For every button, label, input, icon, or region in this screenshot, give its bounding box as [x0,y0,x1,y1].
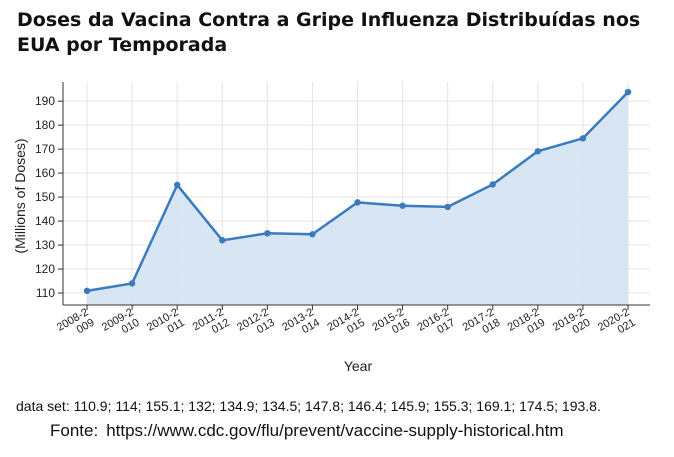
y-tick-label: 120 [35,262,55,276]
line-chart: 110 120 130 140 150 160 170 180 190 2008-2009 200… [12,82,650,374]
x-tick-label: 2012-2013 [235,306,277,344]
y-tick-label: 170 [35,142,55,156]
data-point [83,287,91,295]
y-tick-label: 110 [36,286,55,300]
x-tick-label: 2013-2014 [280,306,322,344]
x-axis-label: Year [344,358,373,374]
data-point [173,181,181,189]
x-tick-label: 2010-2011 [145,306,187,344]
chart-title: Doses da Vacina Contra a Gripe Influenza… [17,9,641,56]
x-axis: 2008-2009 2009-2010 2010-2011 2011-2012 2012… [55,304,650,344]
data-point [534,148,542,155]
data-point [309,231,316,238]
data-point [128,280,136,287]
data-point [579,135,587,142]
x-tick-label: 2011-2012 [191,306,232,344]
y-axis-label: (Millions of Doses) [12,138,28,253]
y-tick-label: 140 [35,214,55,228]
x-tick-label: 2015-2016 [370,306,412,344]
source-line: Fonte: https://www.cdc.gov/flu/prevent/va… [50,421,564,441]
y-tick-label: 190 [35,94,55,108]
y-tick-label: 150 [35,190,55,204]
x-tick-label: 2019-2020 [551,306,593,344]
data-point [489,181,496,188]
data-points [83,88,632,295]
x-tick-label: 2014-2015 [325,306,367,344]
data-point [444,203,451,211]
x-tick-label: 2008-2009 [55,306,97,344]
data-point [354,199,361,206]
source-link[interactable]: https://www.cdc.gov/flu/prevent/vaccine-… [106,421,564,440]
x-tick-label: 2017-2018 [461,306,503,344]
area-fill [87,92,628,305]
y-axis: 110 120 130 140 150 160 170 180 190 [35,82,64,305]
x-tick-label: 2018-2019 [506,306,548,344]
data-point [264,230,271,237]
dataset-values: data set: 110.9; 114; 155.1; 132; 134.9;… [16,398,601,414]
data-point [219,237,226,244]
y-tick-label: 180 [35,118,55,132]
x-tick-label: 2016-2017 [415,306,457,344]
data-point [624,88,632,96]
x-tick-label: 2009-2010 [100,306,142,344]
data-point [399,202,406,209]
y-tick-label: 160 [35,166,55,180]
y-tick-label: 130 [35,238,55,252]
source-label: Fonte: [50,421,99,440]
x-tick-label: 2020-2021 [596,306,638,344]
